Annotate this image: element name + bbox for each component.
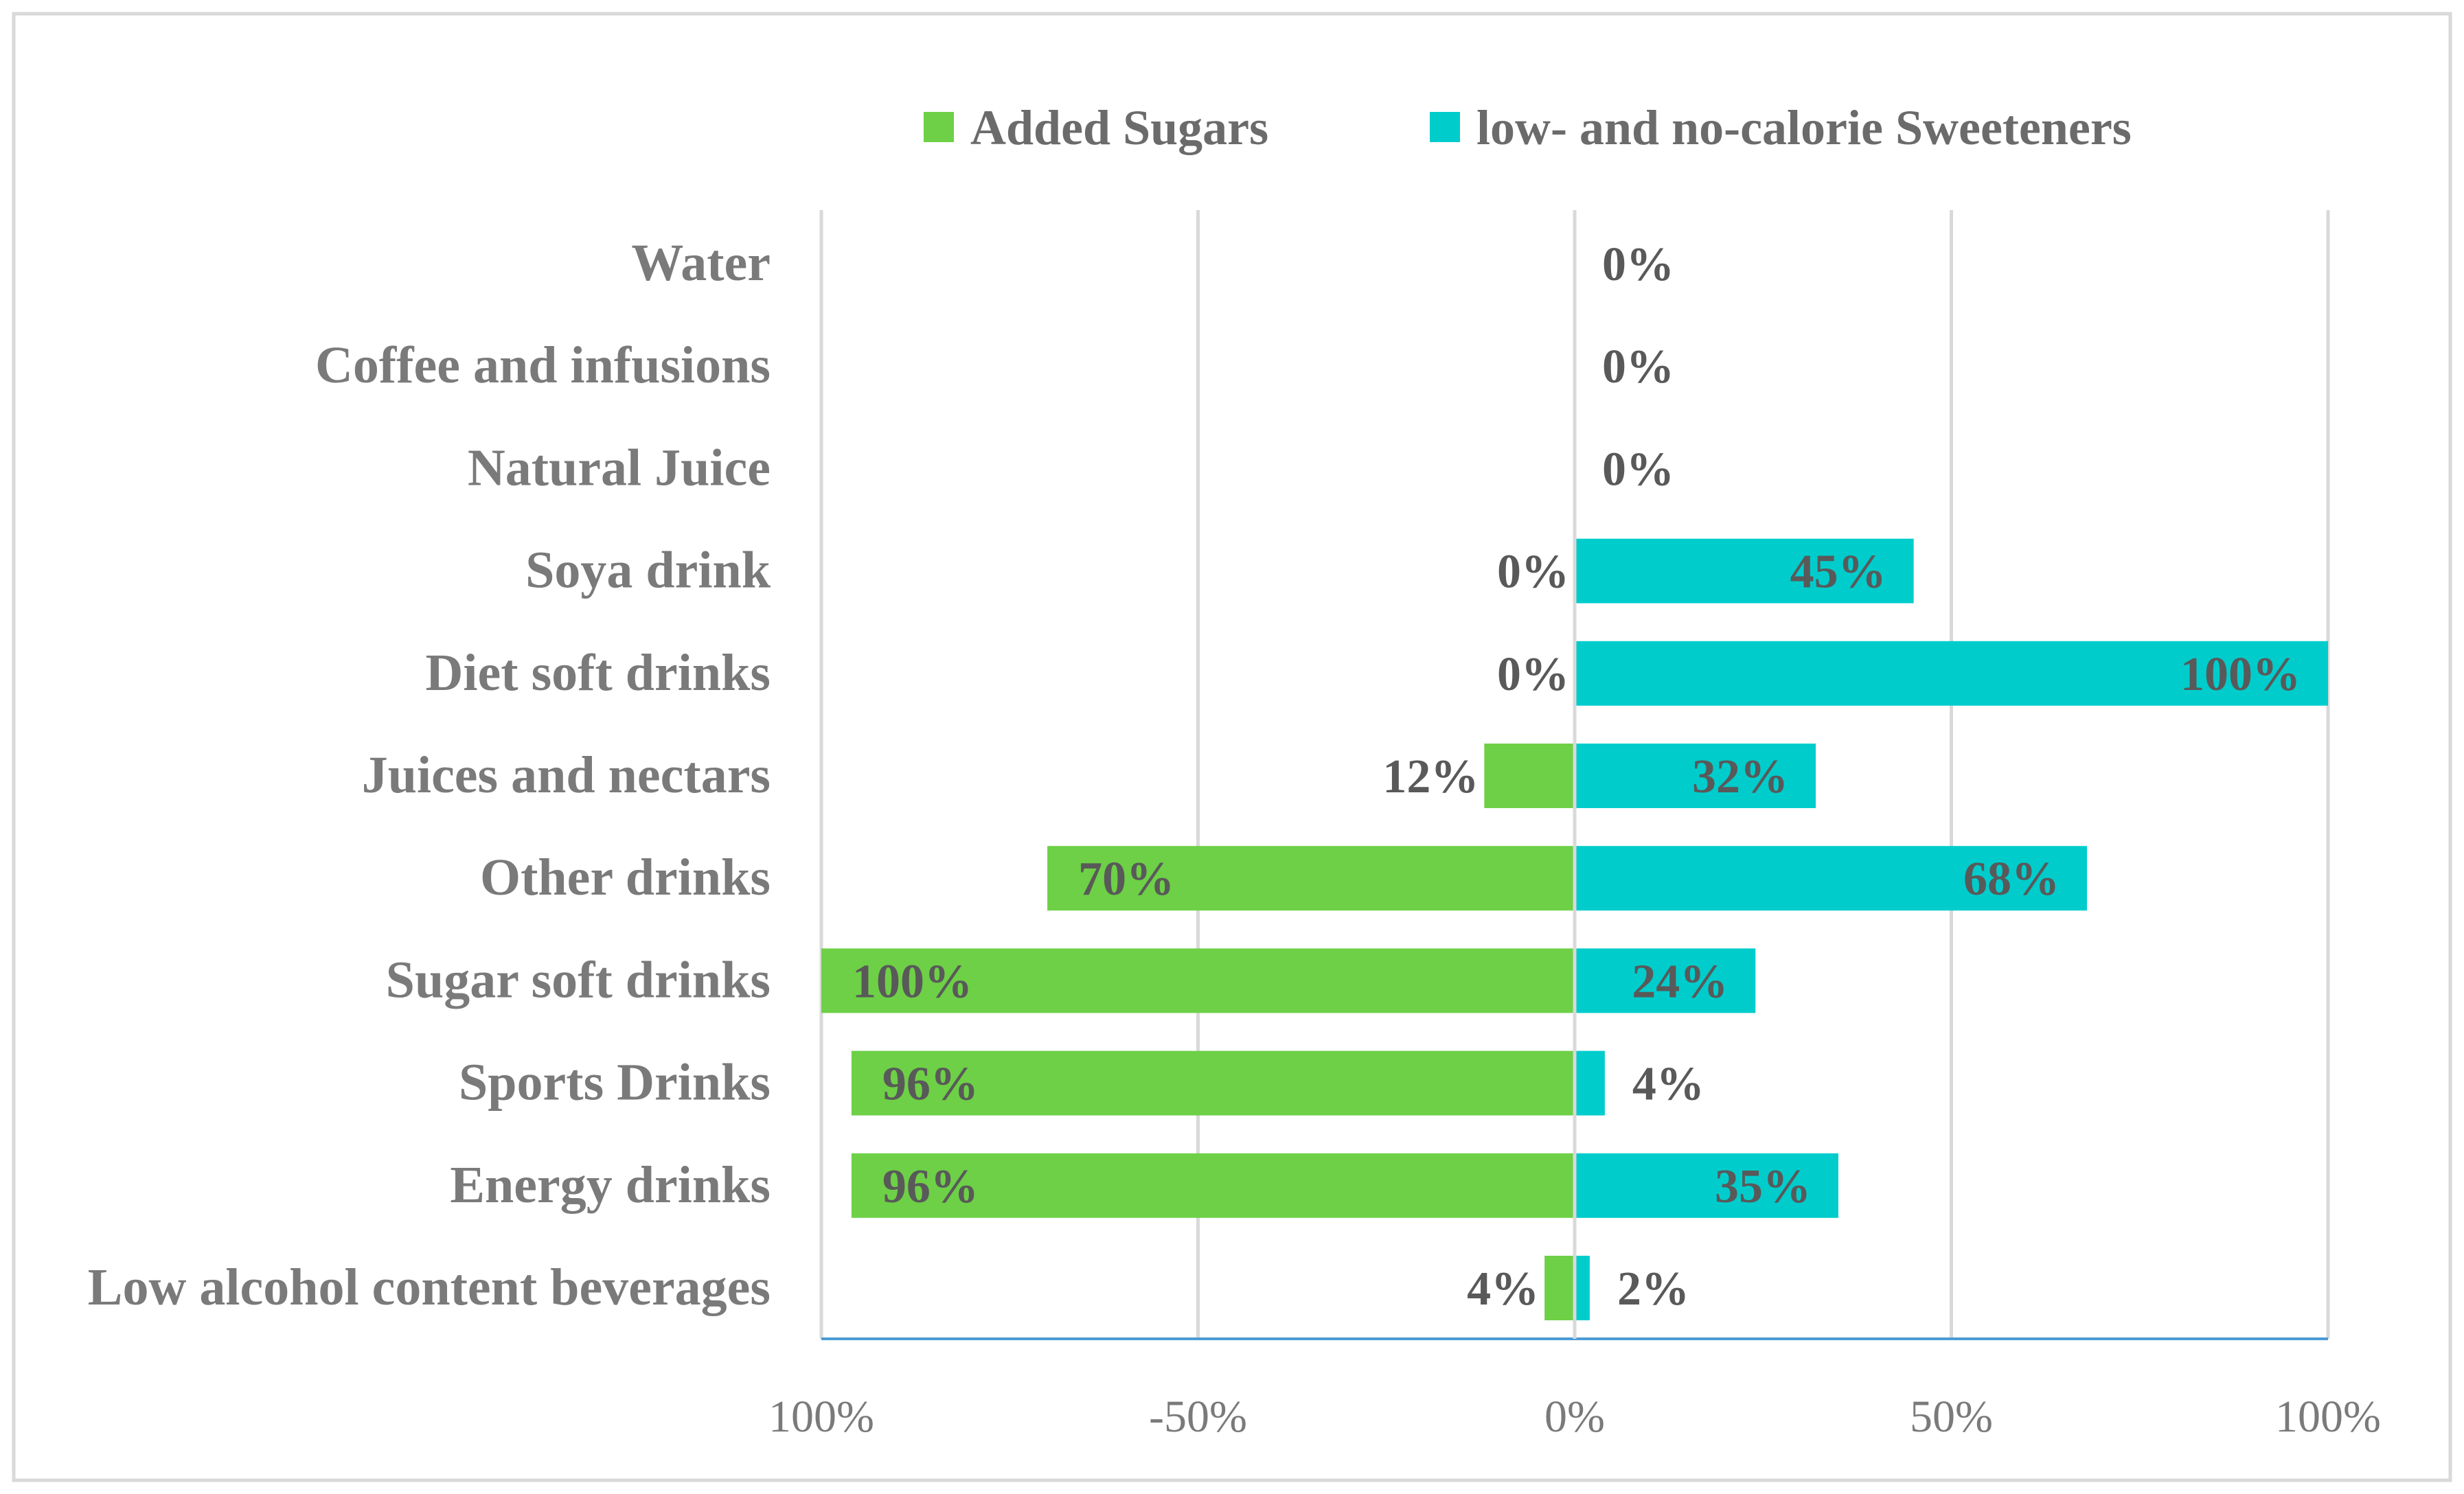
data-label-sweeteners: 2% xyxy=(1617,1263,1689,1315)
bars xyxy=(821,538,2328,1320)
bar-sweeteners xyxy=(1575,1050,1605,1116)
data-label-added-sugars: 0% xyxy=(1497,546,1569,599)
data-label-added-sugars: 70% xyxy=(1078,853,1174,906)
bar-sweeteners xyxy=(1575,846,2087,911)
legend-swatch-added-sugars xyxy=(924,112,954,142)
bar-added-sugars xyxy=(851,1050,1575,1116)
bar-sweeteners xyxy=(1575,1256,1590,1320)
data-label-sweeteners: 0% xyxy=(1602,443,1674,496)
category-label: Soya drink xyxy=(525,542,771,599)
bar-added-sugars xyxy=(1047,846,1575,911)
category-label: Energy drinks xyxy=(450,1156,771,1214)
legend: Added Sugars low- and no-calorie Sweetene… xyxy=(924,100,2132,155)
category-label: Water xyxy=(631,234,771,292)
chart-frame xyxy=(12,12,2452,1482)
x-tick-label: 0% xyxy=(1544,1392,1605,1442)
category-label: Sugar soft drinks xyxy=(386,951,771,1009)
category-label: Other drinks xyxy=(480,849,771,906)
category-label: Sports Drinks xyxy=(459,1054,771,1112)
data-label-added-sugars: 96% xyxy=(882,1058,979,1111)
category-label: Diet soft drinks xyxy=(426,644,771,702)
data-label-added-sugars: 12% xyxy=(1382,750,1479,803)
data-label-sweeteners: 100% xyxy=(2180,648,2301,701)
bar-sweeteners xyxy=(1575,744,1816,808)
data-label-sweeteners: 24% xyxy=(1632,955,1728,1008)
data-label-sweeteners: 32% xyxy=(1692,750,1788,803)
x-tick-label: -50% xyxy=(1149,1392,1247,1442)
bar-added-sugars xyxy=(1544,1256,1575,1320)
bar-sweeteners xyxy=(1575,1153,1838,1218)
data-label-sweeteners: 45% xyxy=(1790,546,1886,599)
data-label-added-sugars: 96% xyxy=(882,1160,979,1213)
labels: Water 0% Coffee and infusions 0% Natural Jui… xyxy=(88,234,2301,1316)
axes: 100% -50% 0% 50% 100% xyxy=(768,210,2381,1442)
data-label-added-sugars: 100% xyxy=(852,955,972,1008)
bar-sweeteners xyxy=(1575,641,2328,706)
bar-added-sugars xyxy=(851,1153,1575,1218)
bar-sweeteners xyxy=(1575,948,1756,1013)
bar-sweeteners xyxy=(1575,538,1914,604)
bar-added-sugars xyxy=(821,948,1575,1013)
data-label-sweeteners: 68% xyxy=(1963,853,2060,906)
data-label-added-sugars: 4% xyxy=(1467,1263,1539,1315)
legend-label-added-sugars: Added Sugars xyxy=(970,100,1268,155)
x-tick-label: 100% xyxy=(2275,1392,2381,1442)
bar-added-sugars xyxy=(1484,744,1575,808)
category-label: Juices and nectars xyxy=(362,746,771,804)
category-label: Coffee and infusions xyxy=(315,336,771,394)
category-label: Low alcohol content beverages xyxy=(88,1259,771,1316)
x-tick-label: 50% xyxy=(1910,1392,1993,1442)
data-label-sweeteners: 35% xyxy=(1715,1160,1811,1213)
data-label-sweeteners: 0% xyxy=(1602,238,1674,291)
data-label-added-sugars: 0% xyxy=(1497,648,1569,701)
data-label-sweeteners: 4% xyxy=(1632,1058,1704,1111)
legend-swatch-sweeteners xyxy=(1430,112,1460,142)
data-label-sweeteners: 0% xyxy=(1602,341,1674,393)
legend-label-sweeteners: low- and no-calorie Sweeteners xyxy=(1476,100,2132,155)
x-tick-label: 100% xyxy=(768,1392,874,1442)
category-label: Natural Juice xyxy=(468,439,771,496)
